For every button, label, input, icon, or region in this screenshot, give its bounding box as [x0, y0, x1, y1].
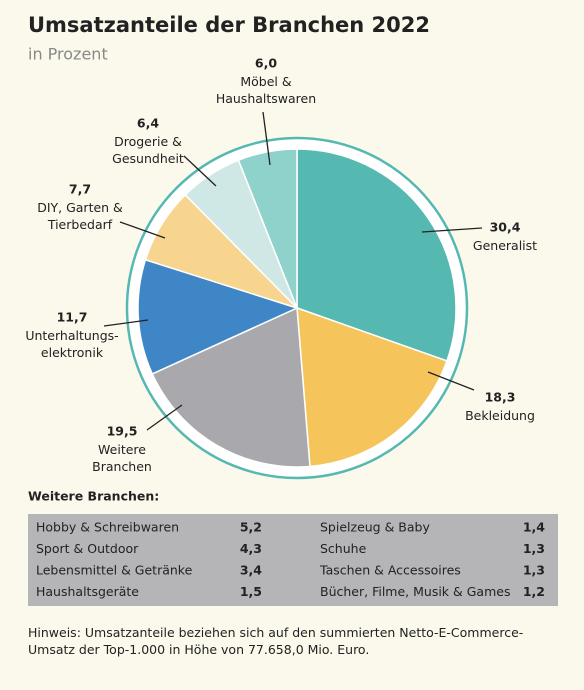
category-label: Generalist: [473, 238, 537, 253]
leader-line: [183, 155, 217, 187]
chart-title: Umsatzanteile der Branchen 2022: [28, 13, 430, 37]
leader-line: [103, 319, 149, 327]
table-label: Taschen & Accessoires: [319, 563, 461, 578]
table-label: Sport & Outdoor: [36, 541, 139, 556]
category-label: Bekleidung: [465, 408, 535, 423]
table-value: 1,3: [523, 541, 545, 556]
pie-slice: [137, 258, 300, 375]
value-label: 18,3: [485, 390, 516, 405]
value-label: 19,5: [107, 424, 138, 439]
category-label: Möbel & Haushaltswaren: [216, 74, 316, 106]
value-label: 7,7: [69, 182, 91, 197]
value-label: 11,7: [57, 310, 88, 325]
pie-slice: [237, 148, 298, 309]
chart-subtitle: in Prozent: [28, 45, 108, 64]
category-label: Drogerie & Gesundheit: [112, 134, 184, 166]
table-label: Lebensmittel & Getränke: [36, 563, 193, 578]
category-label: Unterhaltungs-elektronik: [25, 328, 118, 360]
table-label: Spielzeug & Baby: [320, 520, 430, 535]
table-label: Haushaltsgeräte: [36, 584, 139, 599]
table-label: Hobby & Schreibwaren: [36, 520, 179, 535]
leader-line: [421, 227, 483, 233]
table-label: Bücher, Filme, Musik & Games: [320, 584, 510, 599]
pie-slice: [296, 148, 457, 362]
table-value: 1,2: [523, 584, 545, 599]
value-label: 30,4: [490, 220, 521, 235]
table-value: 1,3: [523, 563, 545, 578]
leader-line: [262, 111, 271, 166]
leader-line: [427, 371, 475, 391]
value-label: 6,0: [255, 56, 277, 71]
table-value: 5,2: [240, 520, 262, 535]
category-label: Weitere Branchen: [92, 442, 152, 474]
table-value: 3,4: [240, 563, 262, 578]
pie-slice: [151, 306, 311, 468]
leader-line: [119, 221, 166, 239]
leader-line: [146, 404, 183, 431]
table-value: 1,5: [240, 584, 262, 599]
table-value: 4,3: [240, 541, 262, 556]
table-title: Weitere Branchen:: [28, 489, 159, 504]
category-label: DIY, Garten & Tierbedarf: [37, 200, 123, 232]
table-label: Schuhe: [320, 541, 367, 556]
value-label: 6,4: [137, 116, 159, 131]
chart: Umsatzanteile der Branchen 2022 in Proze…: [25, 13, 558, 606]
table-value: 1,4: [523, 520, 545, 535]
footnote: Hinweis: Umsatzanteile beziehen sich auf…: [28, 625, 524, 657]
table-background: [28, 514, 558, 606]
